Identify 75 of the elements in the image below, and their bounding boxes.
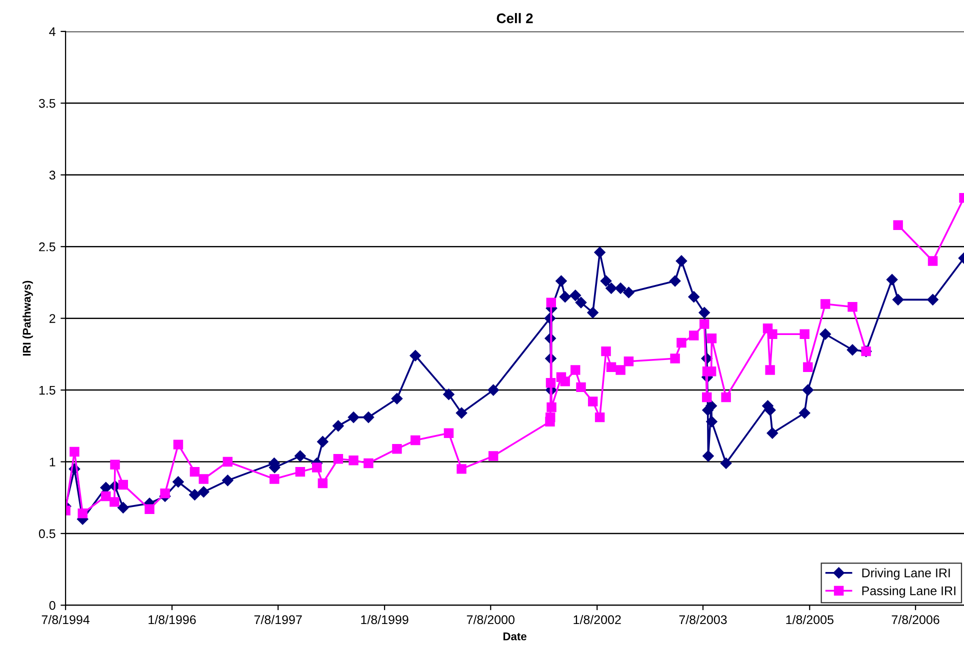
y-axis-title: IRI (Pathways) xyxy=(22,280,33,356)
point xyxy=(312,462,322,472)
point xyxy=(118,480,128,490)
y-tick-label: 3.5 xyxy=(38,98,56,108)
point xyxy=(588,396,598,406)
point xyxy=(333,454,344,464)
x-tick-label: 7/8/2000 xyxy=(466,614,514,624)
point xyxy=(699,319,710,329)
point xyxy=(222,456,233,467)
point xyxy=(594,412,605,422)
point xyxy=(348,455,358,466)
point xyxy=(546,298,556,308)
legend-label: Passing Lane IRI xyxy=(862,586,956,598)
point xyxy=(721,392,731,402)
point xyxy=(768,329,778,339)
point xyxy=(295,466,306,477)
point xyxy=(601,346,611,356)
point xyxy=(160,488,170,498)
point xyxy=(546,378,556,388)
point xyxy=(70,446,80,457)
point xyxy=(110,460,120,470)
point xyxy=(318,478,328,488)
y-tick-label: 1.5 xyxy=(39,386,56,395)
point xyxy=(576,382,586,392)
x-tick-label: 7/8/2006 xyxy=(892,614,940,624)
y-tick-label: 4 xyxy=(49,27,56,36)
point xyxy=(702,392,712,402)
point xyxy=(173,440,184,450)
point xyxy=(570,365,580,375)
point xyxy=(392,444,402,454)
point xyxy=(606,362,616,372)
point xyxy=(616,365,626,375)
point xyxy=(78,508,88,518)
point xyxy=(624,356,634,366)
point xyxy=(706,334,717,344)
point xyxy=(848,302,858,312)
legend-label: Driving Lane IRI xyxy=(862,568,950,580)
y-tick-label: 0 xyxy=(49,601,56,610)
point xyxy=(444,428,454,438)
x-axis-title: Date xyxy=(503,632,526,640)
point xyxy=(198,474,208,484)
point xyxy=(928,256,938,266)
point xyxy=(546,402,556,412)
point xyxy=(110,497,120,507)
point xyxy=(410,435,420,446)
y-tick-label: 1 xyxy=(50,458,56,466)
x-tick-label: 1/8/1999 xyxy=(361,614,408,624)
point xyxy=(364,458,374,468)
x-tick-label: 1/8/1996 xyxy=(148,614,196,624)
point xyxy=(144,504,154,514)
point xyxy=(101,491,111,502)
point xyxy=(546,412,556,422)
point xyxy=(803,362,813,372)
point xyxy=(820,299,830,309)
y-tick-label: 0.5 xyxy=(38,529,56,538)
x-tick-label: 1/8/2005 xyxy=(786,614,834,624)
point xyxy=(893,220,903,230)
x-tick-label: 1/8/2002 xyxy=(574,614,621,624)
chart-title: Cell 2 xyxy=(496,13,533,24)
point xyxy=(456,464,466,474)
x-tick-label: 7/8/2003 xyxy=(679,614,727,624)
point xyxy=(800,329,810,339)
point xyxy=(689,330,699,340)
point xyxy=(190,466,200,477)
x-tick-label: 7/8/1997 xyxy=(254,614,302,624)
point xyxy=(765,365,775,375)
y-tick-label: 2 xyxy=(50,314,56,323)
y-tick-label: 2.5 xyxy=(39,242,56,252)
point xyxy=(560,376,570,386)
point xyxy=(488,451,498,461)
x-tick-label: 7/8/1994 xyxy=(42,614,90,624)
y-tick-label: 3 xyxy=(49,170,56,180)
point xyxy=(676,338,686,348)
point xyxy=(670,354,680,364)
point xyxy=(270,474,280,484)
